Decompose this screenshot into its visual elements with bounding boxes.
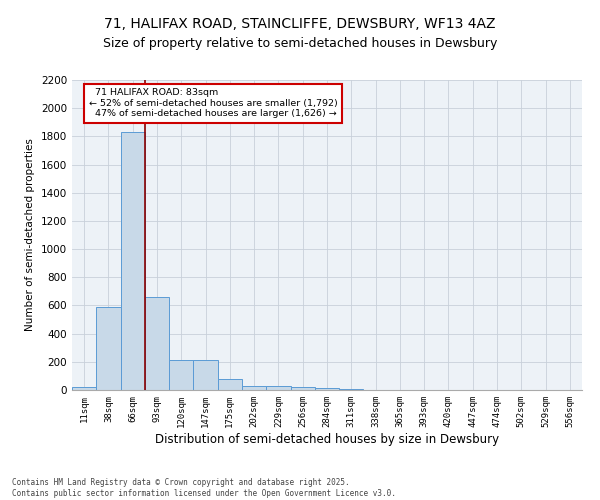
Bar (266, 386, 290, 390)
Bar (315, 388, 339, 390)
Text: Size of property relative to semi-detached houses in Dewsbury: Size of property relative to semi-detach… (103, 38, 497, 51)
Bar (242, 386, 266, 390)
Bar (218, 380, 242, 390)
X-axis label: Distribution of semi-detached houses by size in Dewsbury: Distribution of semi-detached houses by … (155, 432, 499, 446)
Text: 71, HALIFAX ROAD, STAINCLIFFE, DEWSBURY, WF13 4AZ: 71, HALIFAX ROAD, STAINCLIFFE, DEWSBURY,… (104, 18, 496, 32)
Text: Contains HM Land Registry data © Crown copyright and database right 2025.
Contai: Contains HM Land Registry data © Crown c… (12, 478, 396, 498)
Bar (96, 307, 121, 390)
Text: 71 HALIFAX ROAD: 83sqm
← 52% of semi-detached houses are smaller (1,792)
  47% o: 71 HALIFAX ROAD: 83sqm ← 52% of semi-det… (89, 88, 338, 118)
Bar (145, 297, 169, 390)
Bar (169, 360, 193, 390)
Y-axis label: Number of semi-detached properties: Number of semi-detached properties (25, 138, 35, 332)
Bar (193, 360, 218, 390)
Bar (121, 132, 145, 390)
Bar (72, 387, 96, 390)
Bar (290, 387, 315, 390)
